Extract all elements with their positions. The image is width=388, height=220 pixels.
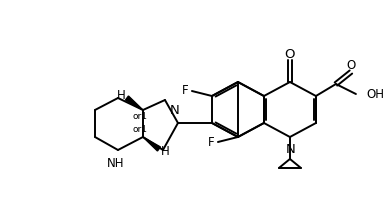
Text: or1: or1 [132,125,147,134]
Text: F: F [182,84,188,97]
Text: or1: or1 [132,112,147,121]
Text: NH: NH [107,157,125,170]
Text: OH: OH [366,88,384,101]
Polygon shape [125,96,143,110]
Text: O: O [285,48,295,60]
Text: H: H [161,145,169,158]
Text: H: H [117,88,125,101]
Polygon shape [143,137,161,151]
Text: F: F [208,136,214,150]
Text: N: N [170,104,180,117]
Text: O: O [346,59,355,72]
Text: N: N [286,143,296,156]
